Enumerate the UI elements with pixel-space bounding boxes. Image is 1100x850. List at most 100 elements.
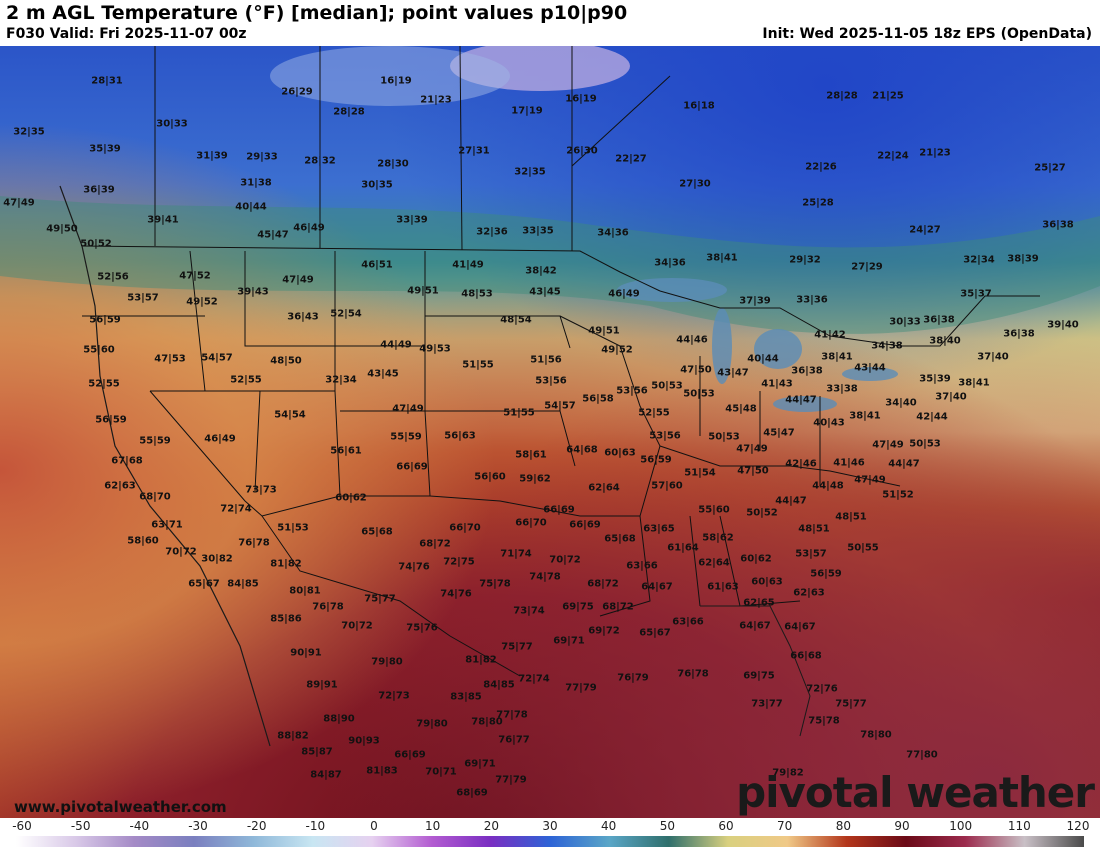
legend-tick-label: -20 [246, 819, 267, 833]
point-value: 58|61 [515, 449, 547, 461]
point-value: 41|42 [814, 329, 846, 341]
valid-time: F030 Valid: Fri 2025-11-07 00z [6, 26, 247, 42]
point-value: 16|19 [380, 75, 412, 87]
point-value: 30|33 [889, 316, 921, 328]
point-value: 55|59 [390, 431, 422, 443]
point-value: 81|83 [366, 765, 398, 777]
point-value: 50|53 [651, 380, 683, 392]
point-value: 56|59 [640, 454, 672, 466]
point-value: 76|77 [498, 734, 530, 746]
temperature-map[interactable]: 28|31 26|29 16|19 21|23 28|28 17|19 16|19 16|18… [0, 46, 1100, 818]
point-value: 16|19 [565, 93, 597, 105]
point-value: 30|35 [361, 179, 393, 191]
point-value: 64|68 [566, 444, 598, 456]
point-value: 43|45 [529, 286, 561, 298]
point-value: 66|70 [515, 517, 547, 529]
point-value: 47|53 [154, 353, 186, 365]
point-value: 54|54 [274, 409, 306, 421]
point-value: 89|91 [306, 679, 338, 691]
point-value: 51|55 [503, 407, 535, 419]
point-value: 25|27 [1034, 162, 1066, 174]
great-lakes [617, 278, 898, 412]
point-value: 52|55 [638, 407, 670, 419]
point-value: 31|38 [240, 177, 272, 189]
point-value: 27|29 [851, 261, 883, 273]
point-value: 68|72 [602, 601, 634, 613]
point-value: 53|56 [649, 430, 681, 442]
point-value: 41|46 [833, 457, 865, 469]
point-value: 48|51 [835, 511, 867, 523]
point-value: 72|74 [518, 673, 550, 685]
point-value: 50|53 [683, 388, 715, 400]
legend-tick-label: 90 [894, 819, 910, 833]
point-value: 65|67 [188, 578, 220, 590]
point-value: 84|87 [310, 769, 342, 781]
point-value: 39|40 [1047, 319, 1079, 331]
point-value: 69|72 [588, 625, 620, 637]
point-value: 17|19 [511, 105, 543, 117]
point-value: 80|81 [289, 585, 321, 597]
point-value: 57|60 [651, 480, 683, 492]
legend-tick-label: 70 [777, 819, 793, 833]
point-value: 16|18 [683, 100, 715, 112]
legend-tick-label: 20 [483, 819, 499, 833]
point-value: 60|62 [740, 553, 772, 565]
point-value: 75|77 [364, 593, 396, 605]
point-value: 69|75 [743, 670, 775, 682]
point-value: 62|63 [793, 587, 825, 599]
point-value: 21|23 [420, 94, 452, 106]
point-value: 51|52 [882, 489, 914, 501]
point-value: 48|50 [270, 355, 302, 367]
point-value: 74|78 [529, 571, 561, 583]
point-value: 77|78 [496, 709, 528, 721]
point-value: 75|76 [406, 622, 438, 634]
boundaries [81, 46, 1040, 677]
website-watermark: www.pivotalweather.com [14, 798, 227, 816]
point-value: 43|45 [367, 368, 399, 380]
point-value: 38|42 [525, 265, 557, 277]
point-value: 34|38 [871, 340, 903, 352]
point-value: 66|69 [396, 461, 428, 473]
legend-tick-label: 50 [659, 819, 675, 833]
point-value: 30|33 [156, 118, 188, 130]
point-value: 50|52 [80, 238, 112, 250]
point-value: 72|76 [806, 683, 838, 695]
point-value: 46|49 [608, 288, 640, 300]
point-value: 64|67 [641, 581, 673, 593]
point-value: 47|50 [680, 364, 712, 376]
point-value: 37|40 [935, 391, 967, 403]
point-value: 62|64 [698, 557, 730, 569]
point-value: 69|75 [562, 601, 594, 613]
legend-tick-label: -60 [12, 819, 32, 833]
point-value: 49|52 [601, 344, 633, 356]
point-value: 51|55 [462, 359, 494, 371]
point-value: 32|36 [476, 226, 508, 238]
point-value: 73|73 [245, 484, 277, 496]
point-value: 55|59 [139, 435, 171, 447]
point-value: 32|34 [963, 254, 995, 266]
point-value: 47|49 [392, 403, 424, 415]
point-value: 68|72 [587, 578, 619, 590]
point-value: 32|35 [514, 166, 546, 178]
point-value: 54|57 [201, 352, 233, 364]
point-value: 33|38 [826, 383, 858, 395]
point-value: 79|80 [416, 718, 448, 730]
point-value: 52|55 [230, 374, 262, 386]
point-value: 48|53 [461, 288, 493, 300]
point-value: 51|56 [530, 354, 562, 366]
point-value: 47|49 [872, 439, 904, 451]
point-value: 76|78 [312, 601, 344, 613]
point-value: 70|72 [341, 620, 373, 632]
point-value: 90|93 [348, 735, 380, 747]
point-value: 76|78 [238, 537, 270, 549]
point-value: 62|65 [743, 597, 775, 609]
point-value: 63|66 [626, 560, 658, 572]
point-value: 40|44 [235, 201, 267, 213]
point-value: 81|82 [270, 558, 302, 570]
point-value: 77|79 [495, 774, 527, 786]
point-value: 81|82 [465, 654, 497, 666]
point-value: 49|53 [419, 343, 451, 355]
map-background [0, 46, 1100, 818]
point-value: 37|40 [977, 351, 1009, 363]
point-value: 38|40 [929, 335, 961, 347]
